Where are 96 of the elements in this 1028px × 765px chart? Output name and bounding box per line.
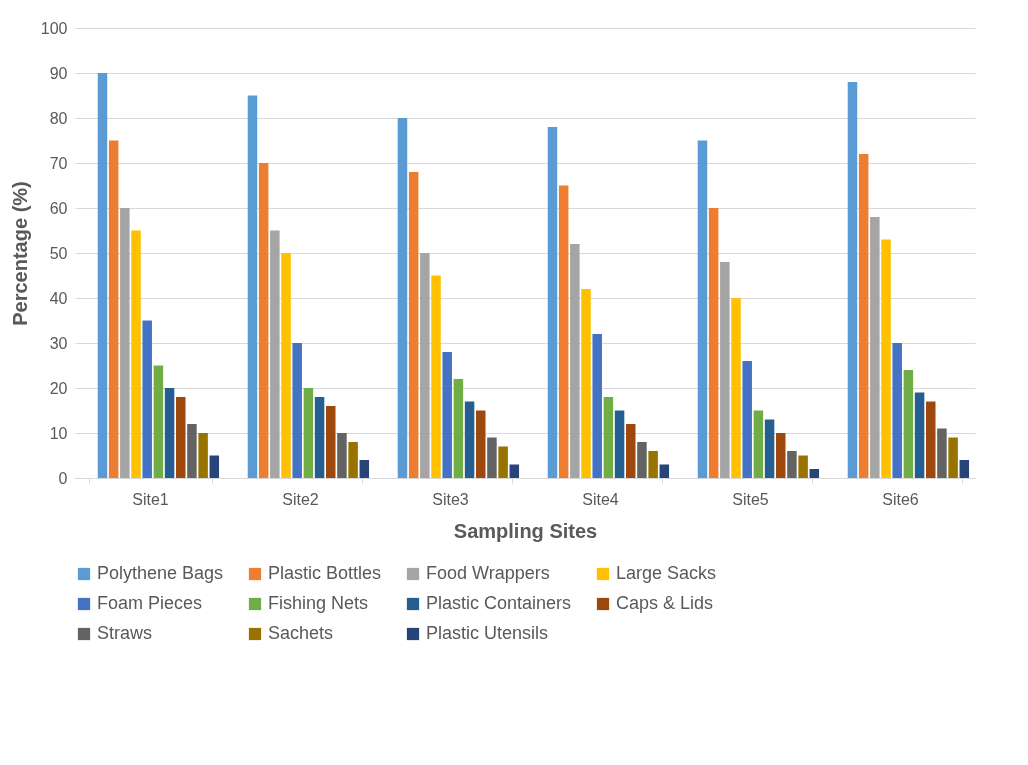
- bar: [498, 446, 508, 478]
- bar: [937, 428, 947, 478]
- x-axis-title: Sampling Sites: [453, 519, 598, 542]
- bar: [442, 352, 452, 478]
- y-axis-title: Percentage (%): [8, 181, 31, 326]
- legend-label: Fishing Nets: [268, 593, 369, 613]
- legend-label: Large Sacks: [616, 563, 717, 583]
- y-tick-label: 30: [49, 334, 68, 352]
- bar: [359, 460, 370, 478]
- legend-label: Foam Pieces: [97, 593, 203, 613]
- bar: [881, 239, 891, 478]
- bar: [326, 406, 336, 478]
- bar: [337, 433, 347, 478]
- bar: [626, 424, 636, 478]
- legend-label: Plastic Containers: [426, 593, 572, 613]
- x-tick-label: Site5: [732, 490, 769, 508]
- y-tick-label: 20: [49, 379, 68, 397]
- bar: [164, 388, 175, 478]
- bar: [120, 208, 130, 478]
- bar: [926, 401, 936, 478]
- bar: [187, 424, 197, 478]
- bar: [581, 289, 591, 478]
- bar: [464, 401, 475, 478]
- bar: [198, 433, 208, 478]
- bar: [108, 140, 119, 478]
- bar: [742, 361, 752, 478]
- bar: [258, 163, 269, 478]
- bar: [798, 455, 808, 478]
- bar: [281, 253, 291, 478]
- bar: [487, 437, 497, 478]
- y-tick-label: 0: [58, 469, 68, 487]
- y-tick-label: 50: [49, 244, 68, 262]
- legend-label: Polythene Bags: [97, 563, 224, 583]
- bar: [314, 397, 325, 478]
- bar: [476, 410, 486, 478]
- x-tick-label: Site1: [132, 490, 169, 508]
- bar: [914, 392, 925, 478]
- bar: [547, 127, 558, 478]
- y-tick-label: 90: [49, 64, 68, 82]
- bar: [870, 217, 880, 478]
- bar: [292, 343, 302, 478]
- legend-label: Food Wrappers: [426, 563, 550, 583]
- legend-label: Straws: [97, 623, 153, 643]
- bar: [753, 410, 764, 478]
- bar: [809, 469, 820, 478]
- bar: [659, 464, 670, 478]
- bar: [903, 370, 914, 478]
- bar: [708, 208, 719, 478]
- bar: [453, 379, 464, 478]
- bar: [209, 455, 220, 478]
- legend-label: Plastic Utensils: [426, 623, 549, 643]
- bar: [142, 320, 152, 478]
- legend-label: Caps & Lids: [616, 593, 714, 613]
- bar: [764, 419, 775, 478]
- bar: [892, 343, 902, 478]
- bar: [731, 298, 741, 478]
- bar: [948, 437, 958, 478]
- x-tick-label: Site2: [282, 490, 319, 508]
- bar: [603, 397, 614, 478]
- bar: [97, 73, 108, 478]
- y-tick-label: 40: [49, 289, 68, 307]
- bar: [397, 118, 408, 478]
- bar: [303, 388, 314, 478]
- legend-label: Sachets: [268, 623, 334, 643]
- bar: [270, 230, 280, 478]
- bar: [408, 172, 419, 478]
- bar: [614, 410, 625, 478]
- bar: [720, 262, 730, 478]
- bar: [509, 464, 520, 478]
- x-tick-label: Site4: [582, 490, 619, 508]
- bar: [247, 95, 258, 478]
- bar: [959, 460, 970, 478]
- y-tick-label: 100: [40, 19, 68, 37]
- legend-label: Plastic Bottles: [268, 563, 382, 583]
- y-tick-label: 10: [49, 424, 68, 442]
- bar: [592, 334, 602, 478]
- bar: [131, 230, 141, 478]
- bar: [420, 253, 430, 478]
- y-tick-label: 70: [49, 154, 68, 172]
- x-tick-label: Site3: [432, 490, 469, 508]
- bar: [648, 451, 658, 478]
- bar: [697, 140, 708, 478]
- bar: [858, 154, 869, 478]
- bar: [348, 442, 358, 478]
- bar: [570, 244, 580, 478]
- y-tick-label: 80: [49, 109, 68, 127]
- y-tick-label: 60: [49, 199, 68, 217]
- x-tick-label: Site6: [882, 490, 919, 508]
- bar: [431, 275, 441, 478]
- bar: [776, 433, 786, 478]
- bar: [847, 82, 858, 478]
- bar: [787, 451, 797, 478]
- bar: [176, 397, 186, 478]
- bar: [637, 442, 647, 478]
- bar: [153, 365, 164, 478]
- bar: [558, 185, 569, 478]
